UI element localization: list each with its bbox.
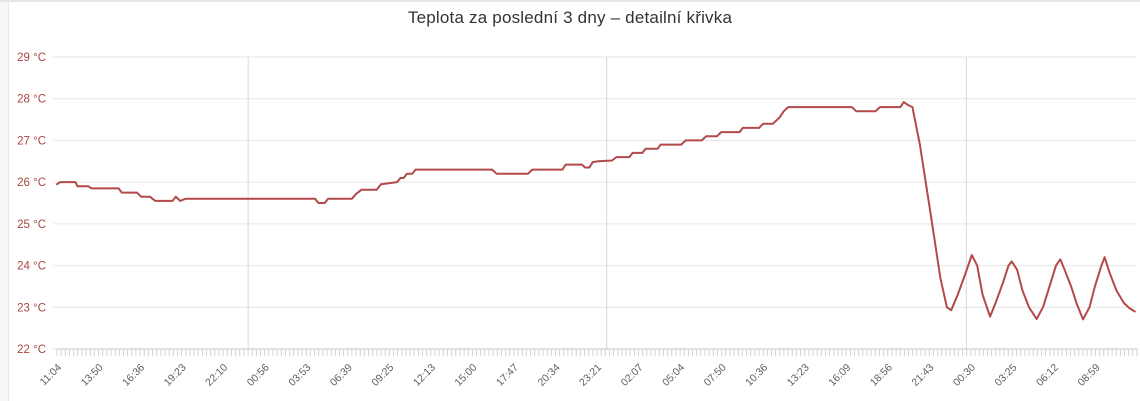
x-axis-label: 00:30	[951, 362, 978, 389]
x-axis-label: 09:25	[369, 362, 396, 389]
x-axis-label: 16:09	[826, 362, 853, 389]
y-axis-label: 28 °C	[17, 94, 46, 106]
x-axis-label: 05:04	[660, 362, 687, 389]
y-axis-label: 29 °C	[17, 52, 46, 64]
x-axis-label: 10:36	[743, 362, 770, 389]
x-axis-label: 17:47	[494, 362, 521, 389]
x-axis-label: 13:50	[79, 362, 106, 389]
temperature-series-line	[56, 101, 1136, 321]
y-axis-label: 25 °C	[17, 219, 46, 231]
x-axis-label: 15:00	[452, 362, 479, 389]
x-axis-label: 00:56	[245, 362, 272, 389]
x-axis-label: 07:50	[702, 362, 729, 389]
x-axis-label: 19:23	[162, 362, 189, 389]
x-axis-label: 20:34	[536, 362, 563, 389]
y-axis-label: 26 °C	[17, 177, 46, 189]
y-axis-label: 24 °C	[17, 261, 46, 273]
x-axis-label: 03:25	[992, 362, 1019, 389]
x-axis-label: 03:53	[286, 362, 313, 389]
y-axis-label: 23 °C	[17, 302, 46, 314]
x-axis-label: 18:56	[868, 362, 895, 389]
x-axis-label: 13:23	[785, 362, 812, 389]
x-axis-label: 06:12	[1034, 362, 1061, 389]
panel-left-edge	[0, 2, 9, 401]
x-axis-label: 11:04	[38, 362, 65, 389]
x-axis-label: 08:59	[1076, 362, 1103, 389]
y-axis-label: 27 °C	[17, 135, 46, 147]
x-axis-label: 02:07	[619, 362, 646, 389]
x-axis-label: 12:13	[411, 362, 438, 389]
y-axis-label: 22 °C	[17, 344, 46, 356]
x-axis-label: 16:36	[120, 362, 147, 389]
x-axis-label: 21:43	[909, 362, 936, 389]
x-axis-label: 23:21	[577, 362, 604, 389]
x-axis-label: 22:10	[203, 362, 230, 389]
chart-title: Teplota za poslední 3 dny – detailní kři…	[407, 8, 733, 27]
x-axis-label: 06:39	[328, 362, 355, 389]
